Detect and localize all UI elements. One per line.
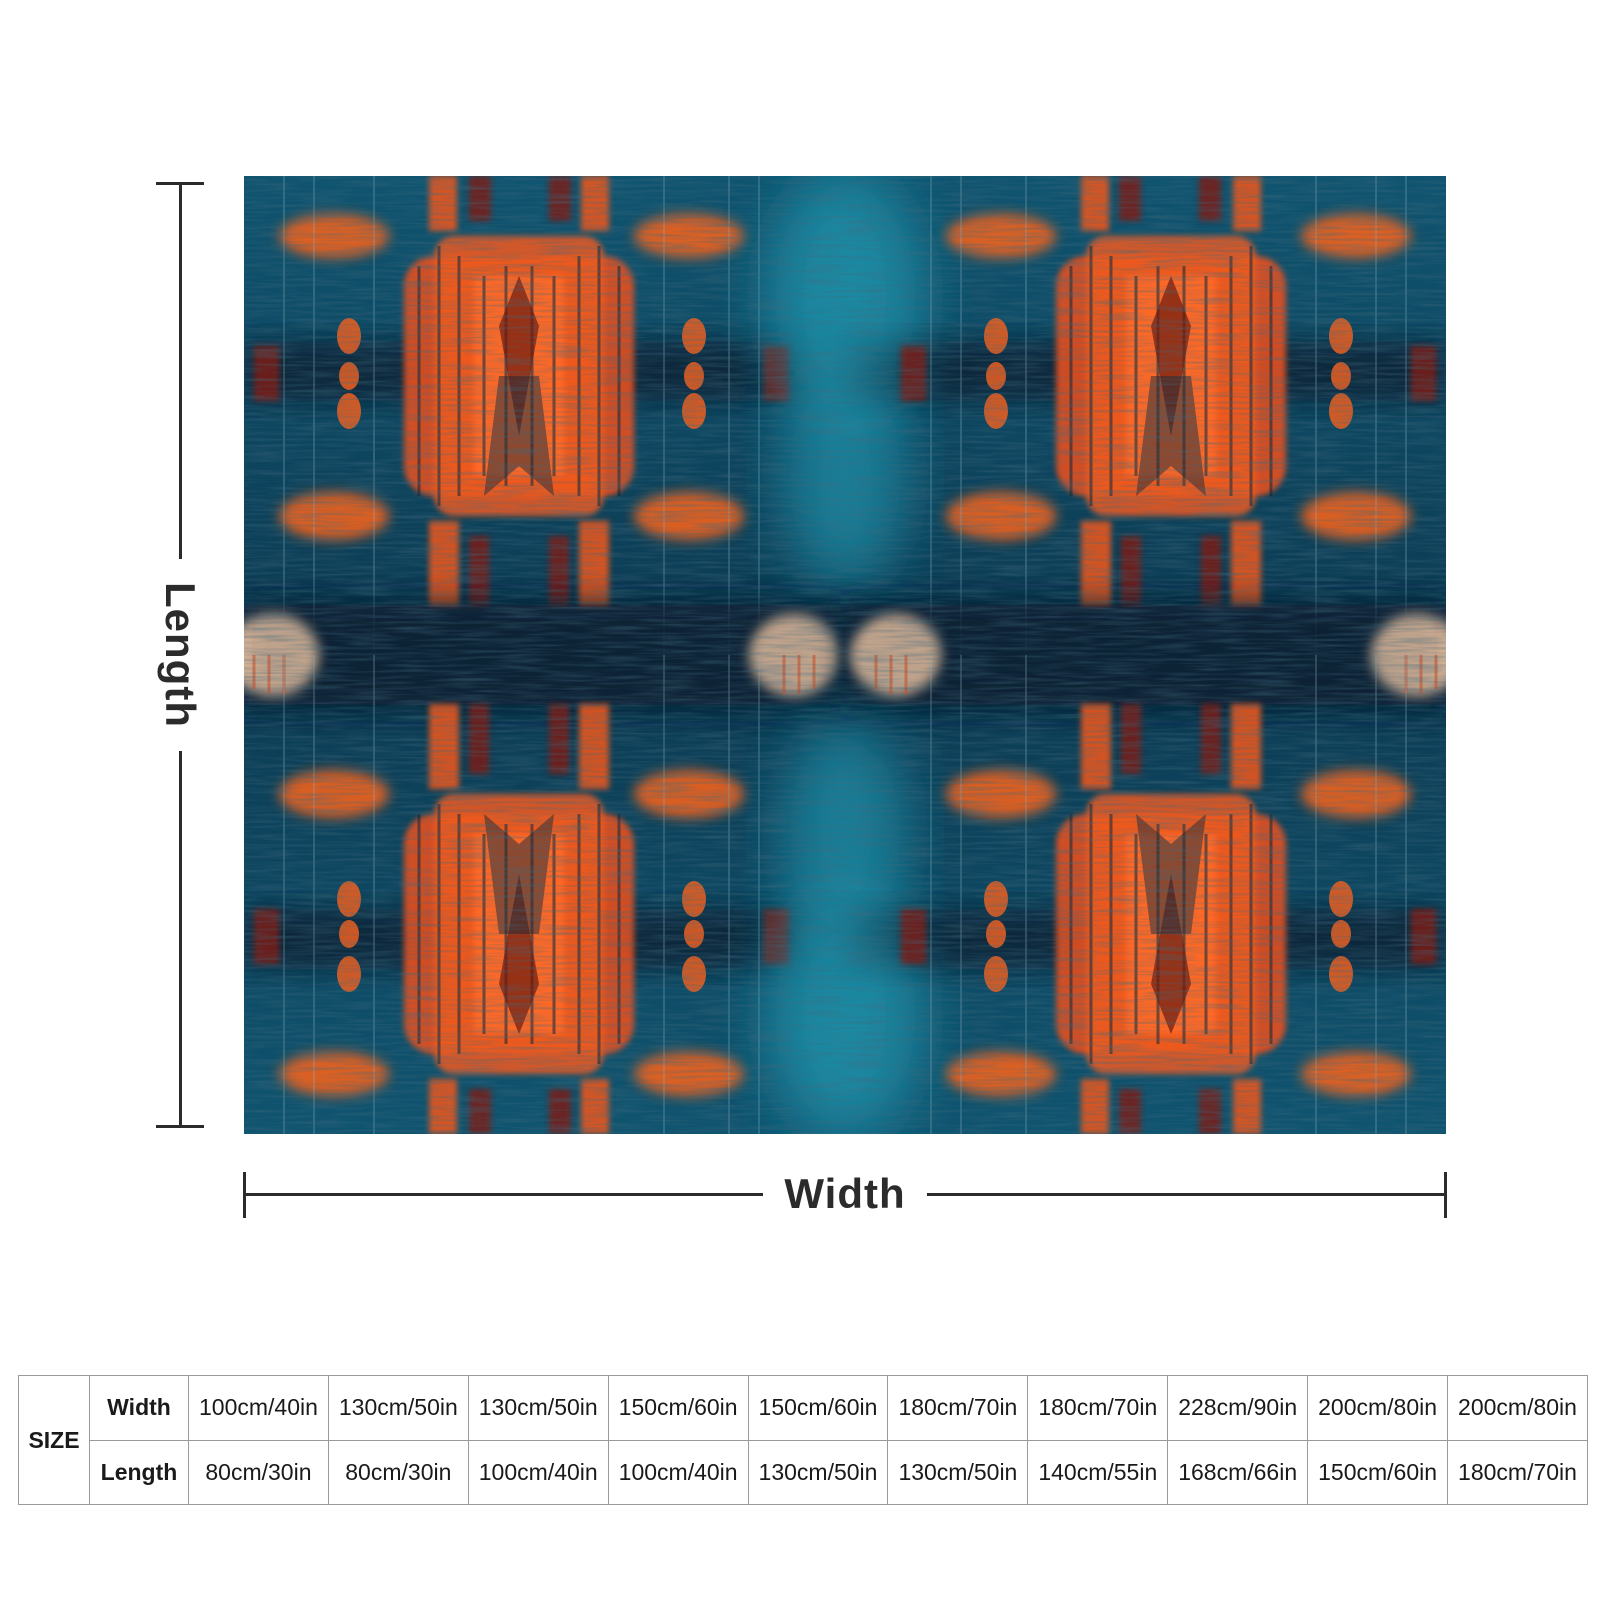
length-cell: 150cm/60in bbox=[1307, 1439, 1449, 1505]
length-label: Length bbox=[157, 582, 204, 728]
width-line-right bbox=[927, 1193, 1447, 1196]
length-bottom-tick bbox=[156, 1125, 204, 1128]
width-cell: 180cm/70in bbox=[1027, 1375, 1169, 1441]
length-row: Length 80cm/30in 80cm/30in 100cm/40in 10… bbox=[19, 1439, 1588, 1505]
width-cell: 130cm/50in bbox=[327, 1375, 469, 1441]
blanket-pattern-image bbox=[244, 176, 1446, 1134]
length-dimension: Length bbox=[150, 182, 210, 1128]
length-cell: 80cm/30in bbox=[188, 1439, 329, 1505]
width-dimension: Width bbox=[243, 1170, 1447, 1220]
length-cell: 140cm/55in bbox=[1027, 1439, 1169, 1505]
width-cell: 200cm/80in bbox=[1447, 1375, 1588, 1441]
length-cell: 180cm/70in bbox=[1447, 1439, 1588, 1505]
width-cell: 228cm/90in bbox=[1167, 1375, 1309, 1441]
width-right-tick bbox=[1444, 1172, 1447, 1218]
width-row-header: Width bbox=[89, 1375, 189, 1441]
width-cell: 150cm/60in bbox=[747, 1375, 889, 1441]
size-header: SIZE bbox=[18, 1375, 90, 1505]
width-cell: 180cm/70in bbox=[887, 1375, 1029, 1441]
length-line-upper bbox=[179, 182, 182, 559]
width-cell: 200cm/80in bbox=[1307, 1375, 1449, 1441]
length-cell: 130cm/50in bbox=[887, 1439, 1029, 1505]
length-cell: 80cm/30in bbox=[327, 1439, 469, 1505]
length-cell: 130cm/50in bbox=[747, 1439, 889, 1505]
length-cell: 168cm/66in bbox=[1167, 1439, 1309, 1505]
width-cell: 130cm/50in bbox=[467, 1375, 609, 1441]
length-row-header: Length bbox=[89, 1439, 189, 1505]
width-line-left bbox=[243, 1193, 763, 1196]
length-cell: 100cm/40in bbox=[607, 1439, 749, 1505]
length-cell: 100cm/40in bbox=[467, 1439, 609, 1505]
blanket-pattern bbox=[244, 176, 1446, 1134]
width-row: SIZE Width 100cm/40in 130cm/50in 130cm/5… bbox=[18, 1375, 1588, 1505]
width-cell: 150cm/60in bbox=[607, 1375, 749, 1441]
width-label: Width bbox=[784, 1170, 906, 1217]
size-table: SIZE Width 100cm/40in 130cm/50in 130cm/5… bbox=[18, 1375, 1588, 1505]
length-line-lower bbox=[179, 751, 182, 1128]
width-cell: 100cm/40in bbox=[188, 1375, 329, 1441]
